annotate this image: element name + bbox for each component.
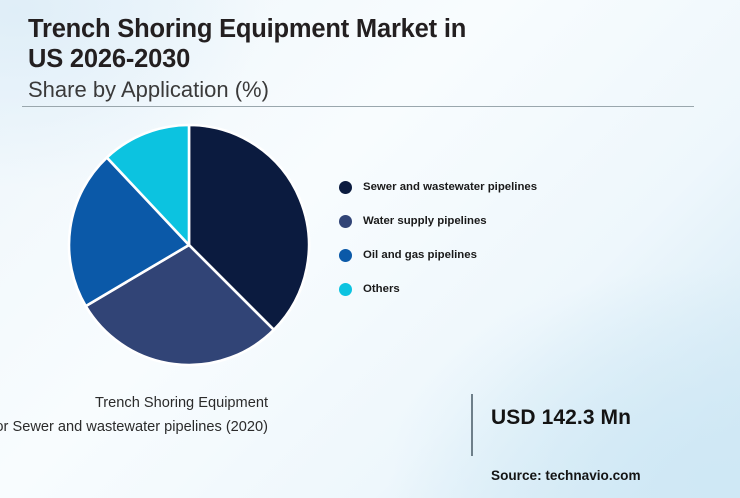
legend-item[interactable]: Water supply pipelines: [339, 204, 639, 238]
header-block: Trench Shoring Equipment Market in US 20…: [28, 14, 688, 104]
callout-label-line1: Trench Shoring Equipment: [94, 395, 268, 411]
legend-swatch-icon: [339, 214, 352, 228]
page-subtitle: Share by Application (%): [28, 77, 269, 103]
callout-divider: [471, 394, 473, 456]
pie-chart: [60, 116, 322, 378]
legend-item-label: Water supply pipelines: [363, 215, 487, 227]
callout-value: USD 142.3 Mn: [491, 406, 632, 429]
callout-block: Trench Shoring Equipment market size for…: [0, 392, 740, 456]
pie-slice[interactable]: [67, 156, 191, 308]
legend-item[interactable]: Others: [339, 272, 639, 306]
callout-label-line2: market size for Sewer and wastewater pip…: [0, 418, 268, 435]
source-note: Source: technavio.com: [491, 468, 641, 483]
legend-swatch-icon: [339, 282, 352, 296]
chart-legend: Sewer and wastewater pipelines Water supp…: [339, 170, 639, 306]
legend-swatch-icon: [339, 180, 352, 194]
pie-chart-svg: [67, 123, 311, 367]
legend-item-label: Sewer and wastewater pipelines: [363, 181, 538, 193]
legend-swatch-icon: [339, 248, 352, 262]
callout-label: Trench Shoring Equipment market size for…: [0, 392, 268, 439]
pie-slice[interactable]: [187, 123, 311, 332]
legend-item-label: Others: [363, 283, 400, 295]
legend-item-label: Oil and gas pipelines: [363, 249, 477, 261]
legend-item[interactable]: Sewer and wastewater pipelines: [339, 170, 639, 204]
pie-slice[interactable]: [84, 243, 276, 367]
page-title: Trench Shoring Equipment Market in US 20…: [28, 15, 467, 74]
pie-slice[interactable]: [105, 123, 191, 247]
legend-item[interactable]: Oil and gas pipelines: [339, 238, 639, 272]
header-divider: [22, 106, 694, 107]
